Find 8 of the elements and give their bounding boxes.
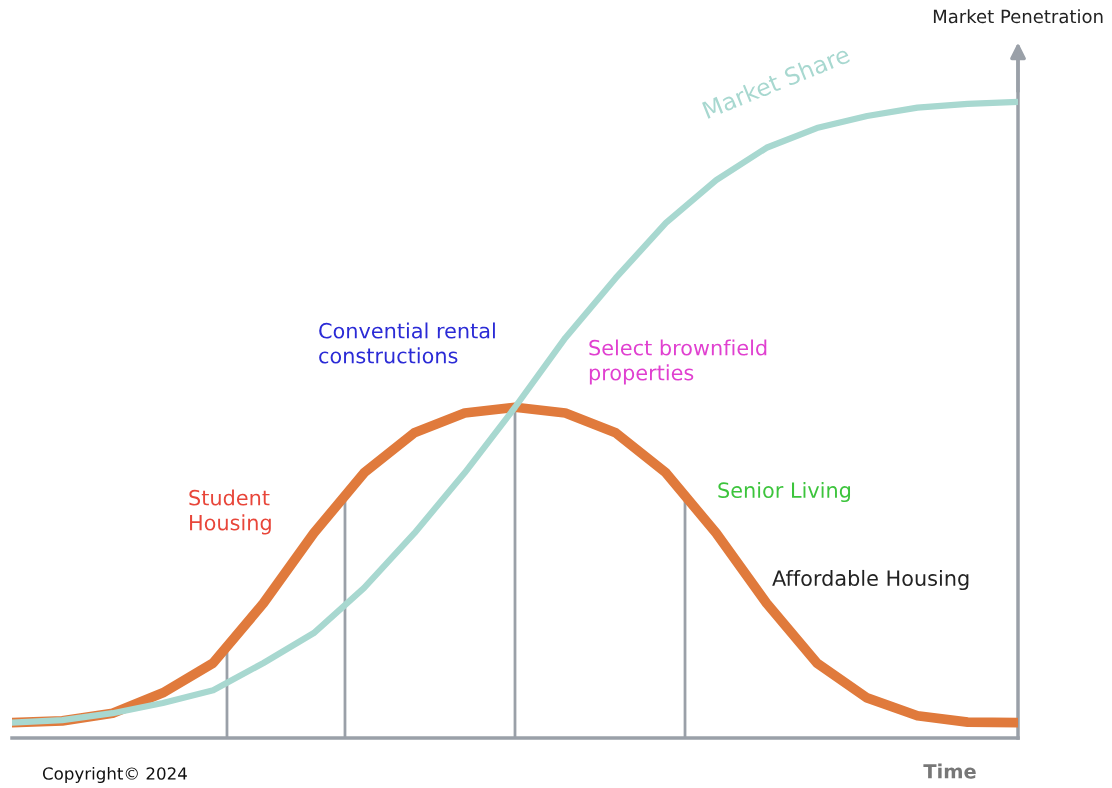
annotation: Student Housing	[189, 489, 271, 535]
annotation: Affordable Housing	[772, 569, 969, 591]
annotation: Select brownfield properties	[589, 339, 767, 385]
x-axis-title: Time	[923, 763, 976, 779]
text: Copyright© 2024	[42, 766, 187, 784]
y-axis-title: Market Penetration	[933, 9, 1103, 24]
annotation: Convential rental constructions	[319, 322, 495, 364]
annotation: Senior Living	[718, 481, 851, 503]
